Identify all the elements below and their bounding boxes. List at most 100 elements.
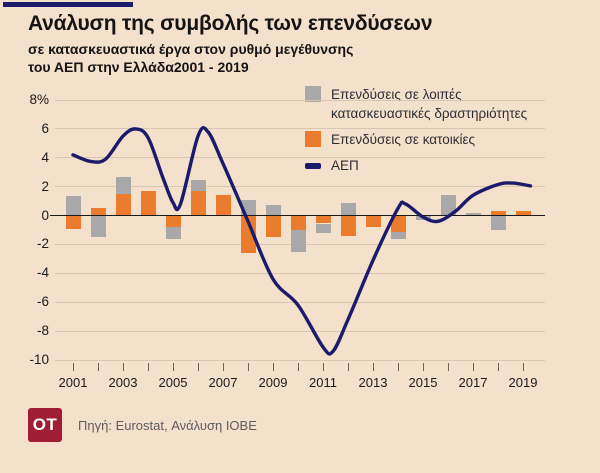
y-tick-label: 6 — [41, 120, 49, 136]
x-tick — [422, 363, 424, 371]
x-tick — [297, 363, 299, 371]
y-tick-label: 0 — [41, 207, 49, 223]
footer: OT Πηγή: Eurostat, Ανάλυση ΙΟΒΕ — [28, 408, 257, 442]
gridline — [55, 99, 545, 101]
legend-label-line2: κατασκευαστικές δραστηριότητες — [331, 106, 528, 121]
bar-segment-housing — [140, 191, 156, 216]
x-tick — [197, 363, 199, 371]
gridline — [55, 330, 545, 332]
bar-segment-housing — [315, 215, 331, 224]
x-tick-label: 2017 — [458, 375, 488, 390]
x-tick-label: 2005 — [158, 375, 188, 390]
gridline — [55, 359, 545, 361]
x-tick — [147, 363, 149, 371]
legend-label-line1: ΑΕΠ — [331, 158, 359, 173]
y-tick-label: 2 — [41, 178, 49, 194]
x-tick-label: 2015 — [408, 375, 438, 390]
bar-segment-other-construction — [465, 213, 481, 216]
top-accent-bar — [3, 2, 133, 7]
bar-segment-housing — [115, 193, 131, 216]
plot-area: 8% 6 4 2 0 -2 -4 -6 -8 -10 2001 2003 2005 2007 2009 201… — [29, 92, 545, 390]
page-subtitle-line2: του ΑΕΠ στην Ελλάδα2001 - 2019 — [28, 59, 249, 75]
gdp-line-chart — [71, 126, 533, 356]
bar-segment-other-construction — [265, 205, 281, 216]
legend-label-other-construction: Επενδύσεις σε λοιπές κατασκευαστικές δρα… — [331, 85, 527, 123]
x-tick-label: 2011 — [309, 375, 337, 390]
x-tick-label: 2001 — [58, 375, 88, 390]
x-tick — [372, 363, 374, 371]
bar-segment-housing — [365, 215, 381, 228]
gridline — [55, 272, 545, 274]
bar-segment-other-construction — [490, 215, 506, 230]
gdp-line — [71, 126, 533, 356]
y-tick-label: 4 — [41, 149, 49, 165]
bar-segment-housing — [390, 215, 406, 233]
gridline — [55, 186, 545, 188]
legend: Επενδύσεις σε λοιπές κατασκευαστικές δρα… — [305, 85, 527, 175]
legend-swatch-housing — [305, 131, 321, 147]
y-tick-label: -8 — [36, 323, 49, 339]
x-tick-label: 2013 — [358, 375, 388, 390]
bar-segment-other-construction — [165, 227, 181, 239]
x-tick — [272, 363, 274, 371]
y-tick-label: -10 — [29, 352, 49, 367]
bar-segment-other-construction — [440, 195, 456, 216]
bar-segment-housing — [290, 215, 306, 230]
bar-segment-other-construction — [190, 180, 206, 191]
x-tick — [247, 363, 249, 371]
page-title: Ανάλυση της συμβολής των επενδύσεων — [28, 12, 433, 35]
bar-segment-housing — [65, 215, 81, 229]
bar-segment-housing — [340, 215, 356, 236]
x-tick — [472, 363, 474, 371]
x-tick — [72, 363, 74, 371]
y-tick-label: -2 — [36, 236, 49, 252]
bar-segment-other-construction — [115, 176, 131, 194]
legend-item-other-construction: Επενδύσεις σε λοιπές κατασκευαστικές δρα… — [305, 85, 527, 123]
ot-logo: OT — [28, 408, 62, 442]
gridline — [55, 301, 545, 303]
page-subtitle-line1: σε κατασκευαστικά έργα στον ρυθμό μεγέθυ… — [28, 41, 354, 57]
x-tick — [222, 363, 224, 371]
legend-swatch-other-construction — [305, 86, 321, 102]
x-tick — [172, 363, 174, 371]
bar-segment-other-construction — [290, 230, 306, 253]
bar-segment-other-construction — [340, 202, 356, 216]
x-tick — [97, 363, 99, 371]
gridline — [55, 157, 545, 159]
bar-segment-other-construction — [90, 215, 106, 238]
bar-segment-other-construction — [65, 196, 81, 216]
y-tick-label: -6 — [36, 294, 49, 310]
bar-segment-housing — [165, 215, 181, 228]
legend-swatch-gdp — [305, 163, 321, 169]
y-tick-label: -4 — [36, 265, 49, 281]
x-tick — [497, 363, 499, 371]
x-tick-label: 2009 — [258, 375, 288, 390]
bar-segment-housing — [190, 191, 206, 216]
x-tick-label: 2003 — [108, 375, 138, 390]
source-attribution: Πηγή: Eurostat, Ανάλυση ΙΟΒΕ — [78, 417, 257, 433]
bar-segment-other-construction — [390, 232, 406, 240]
legend-item-gdp: ΑΕΠ — [305, 156, 527, 175]
legend-label-housing: Επενδύσεις σε κατοικίες — [331, 130, 475, 149]
zero-axis-line — [50, 214, 545, 217]
x-tick — [347, 363, 349, 371]
legend-item-housing: Επενδύσεις σε κατοικίες — [305, 130, 527, 149]
y-tick-label: 8% — [29, 92, 49, 107]
bar-segment-housing — [515, 210, 531, 216]
bar-segment-housing — [490, 210, 506, 216]
bar-segment-other-construction — [315, 223, 331, 233]
x-tick — [122, 363, 124, 371]
x-tick — [447, 363, 449, 371]
bar-segment-housing — [215, 195, 231, 216]
x-tick — [322, 363, 324, 371]
x-tick — [522, 363, 524, 371]
gridline — [55, 128, 545, 130]
bar-segment-housing — [90, 207, 106, 216]
bar-segment-housing — [240, 215, 256, 254]
legend-label-line1: Επενδύσεις σε κατοικίες — [331, 132, 476, 147]
x-tick — [397, 363, 399, 371]
legend-label-line1: Επενδύσεις σε λοιπές — [331, 87, 462, 102]
x-tick-label: 2007 — [208, 375, 238, 390]
x-tick-label: 2019 — [508, 375, 538, 390]
